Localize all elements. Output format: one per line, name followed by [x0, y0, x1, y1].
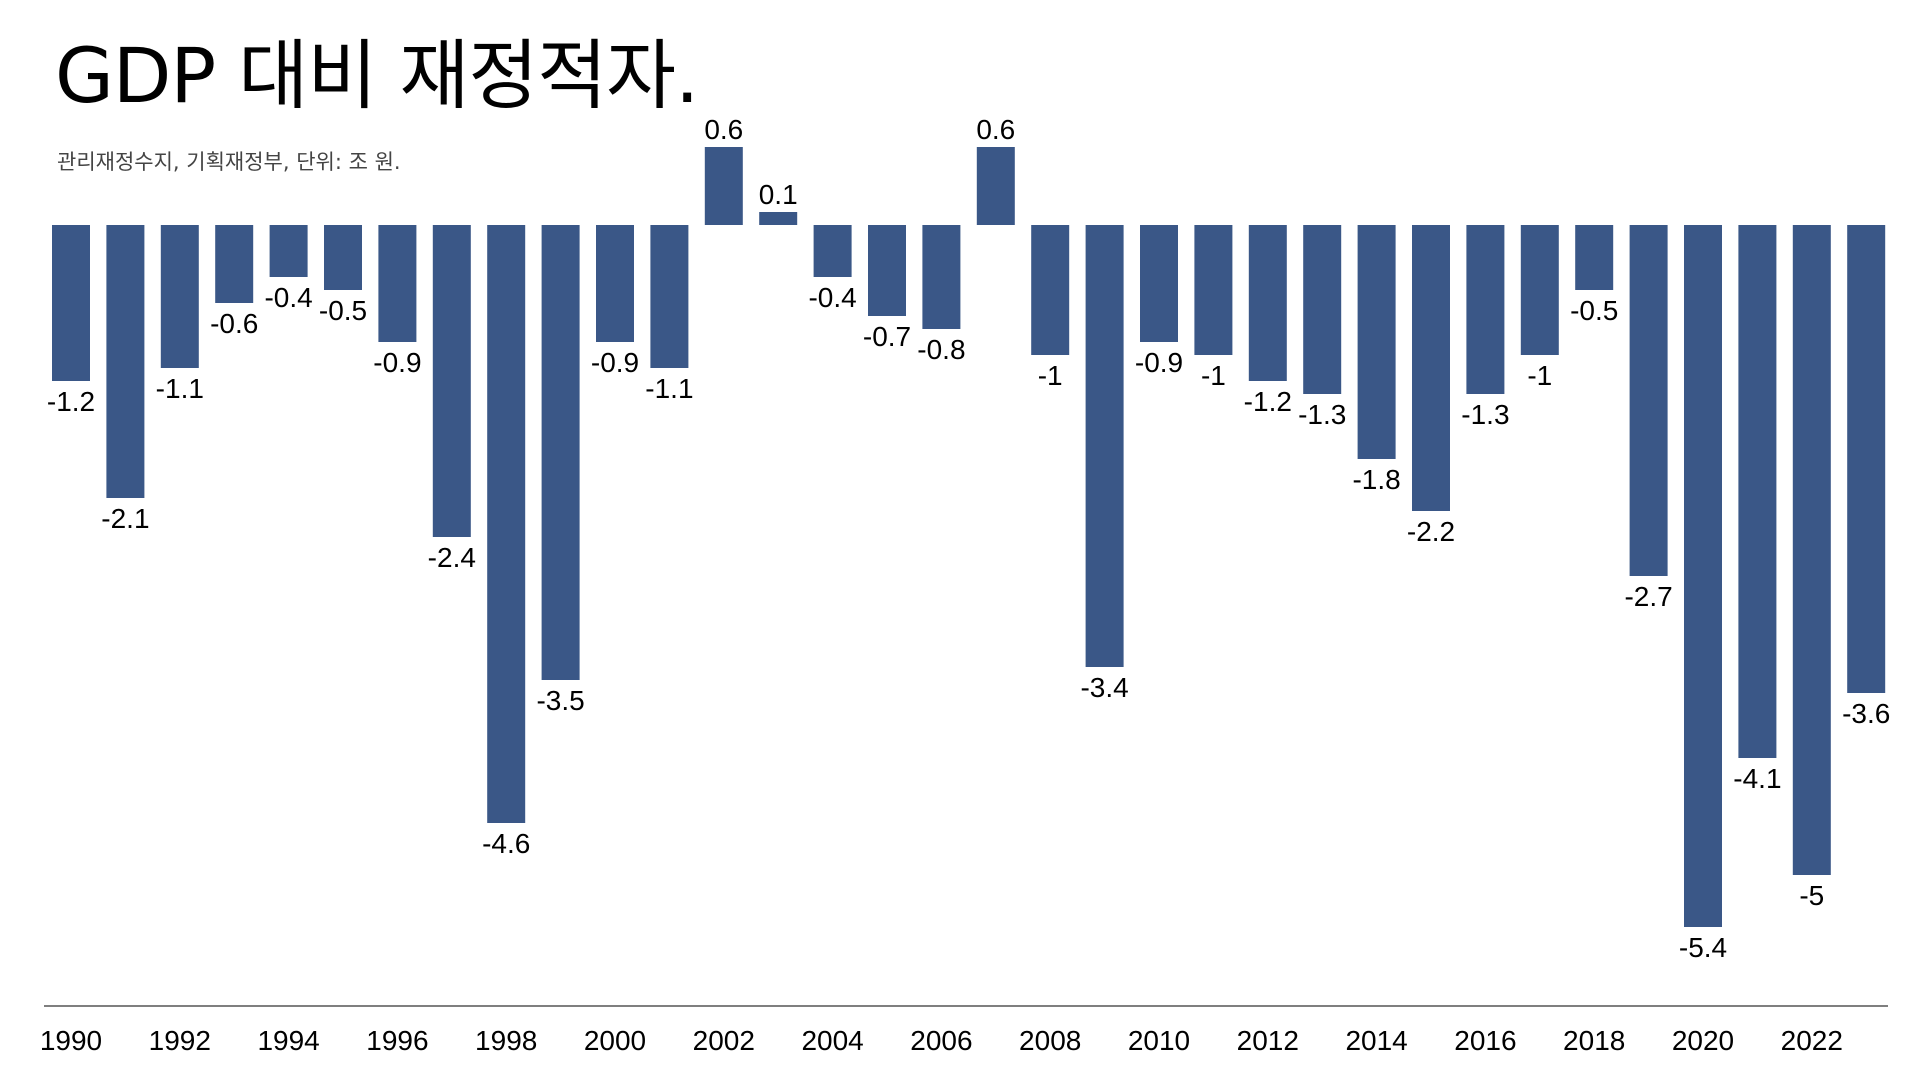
bar-1996 [378, 225, 417, 342]
bar-1998 [487, 225, 526, 823]
bar-2020 [1684, 225, 1722, 927]
value-label-1995: -0.5 [319, 295, 367, 326]
value-label-2014: -1.8 [1352, 464, 1400, 495]
value-label-1992: -1.1 [156, 373, 204, 404]
x-tick-1996: 1996 [366, 1025, 428, 1056]
value-label-2012: -1.2 [1244, 386, 1292, 417]
value-labels-layer: -1.2-2.1-1.1-0.6-0.4 -0.5-0.9-2.4-4.6-3.5… [47, 114, 1890, 963]
x-tick-2008: 2008 [1019, 1025, 1081, 1056]
bar-2003 [759, 212, 798, 225]
x-tick-2000: 2000 [584, 1025, 646, 1056]
bar-2022 [1792, 225, 1831, 875]
value-label-2006: -0.8 [917, 334, 965, 365]
value-label-1997: -2.4 [428, 542, 476, 573]
value-label-2022: -5 [1799, 880, 1824, 911]
bar-2007 [976, 147, 1015, 225]
x-tick-1992: 1992 [149, 1025, 211, 1056]
value-label-1991: -2.1 [101, 503, 149, 534]
x-tick-2006: 2006 [910, 1025, 972, 1056]
chart-title: GDP 대비 재정적자. [55, 31, 699, 120]
value-label-1996: -0.9 [373, 347, 421, 378]
value-label-2008: -1 [1038, 360, 1063, 391]
x-tick-2020: 2020 [1672, 1025, 1734, 1056]
bar-2017 [1520, 225, 1559, 355]
value-label-1990: -1.2 [47, 386, 95, 417]
value-label-2004: -0.4 [808, 282, 856, 313]
bar-2008 [1031, 225, 1070, 355]
bar-2004 [813, 225, 852, 277]
value-label-2005: -0.7 [863, 321, 911, 352]
bar-1991 [106, 225, 145, 498]
bar-2018 [1575, 225, 1614, 290]
value-label-1998: -4.6 [482, 828, 530, 859]
bar-2000 [596, 225, 634, 342]
bar-2010 [1140, 225, 1178, 342]
bar-1995 [324, 225, 362, 290]
value-label-2021: -4.1 [1733, 763, 1781, 794]
x-tick-2012: 2012 [1237, 1025, 1299, 1056]
x-tick-1998: 1998 [475, 1025, 537, 1056]
bar-1992 [160, 225, 199, 368]
value-label-2007: 0.6 [976, 114, 1015, 145]
bar-2011 [1194, 225, 1233, 355]
bar-2019 [1629, 225, 1668, 576]
bar-1994 [269, 225, 308, 277]
value-label-2020: -5.4 [1679, 932, 1727, 963]
x-tick-2002: 2002 [693, 1025, 755, 1056]
x-tick-1994: 1994 [257, 1025, 319, 1056]
value-label-1999: -3.5 [536, 685, 584, 716]
x-tick-2004: 2004 [801, 1025, 863, 1056]
value-label-2023: -3.6 [1842, 698, 1890, 729]
x-tick-1990: 1990 [40, 1025, 102, 1056]
value-label-2003: 0.1 [759, 179, 798, 210]
value-label-2011: -1 [1201, 360, 1226, 391]
value-label-2001: -1.1 [645, 373, 693, 404]
value-label-1994: -0.4 [264, 282, 312, 313]
bar-2002 [704, 147, 743, 225]
bars-layer [52, 147, 1886, 927]
bar-1993 [215, 225, 254, 303]
value-label-2013: -1.3 [1298, 399, 1346, 430]
value-label-2000: -0.9 [591, 347, 639, 378]
value-label-1993: -0.6 [210, 308, 258, 339]
bar-2012 [1248, 225, 1287, 381]
value-label-2015: -2.2 [1407, 516, 1455, 547]
bar-1997 [432, 225, 471, 537]
chart-subtitle: 관리재정수지, 기획재정부, 단위: 조 원. [57, 150, 401, 174]
value-label-2017: -1 [1527, 360, 1552, 391]
x-tick-2014: 2014 [1345, 1025, 1407, 1056]
bar-2021 [1738, 225, 1777, 758]
x-tick-2010: 2010 [1128, 1025, 1190, 1056]
value-label-2002: 0.6 [704, 114, 743, 145]
bar-1990 [52, 225, 90, 381]
x-tick-labels-layer: 1990 1992 1994 1996 1998 2000 2002 2004 2006 2008… [40, 1025, 1843, 1056]
bar-2023 [1847, 225, 1886, 693]
bar-2009 [1085, 225, 1124, 667]
value-label-2010: -0.9 [1135, 347, 1183, 378]
bar-2001 [650, 225, 689, 368]
bar-2015 [1412, 225, 1450, 511]
value-label-2018: -0.5 [1570, 295, 1618, 326]
value-label-2016: -1.3 [1461, 399, 1509, 430]
x-tick-2022: 2022 [1781, 1025, 1843, 1056]
x-tick-2018: 2018 [1563, 1025, 1625, 1056]
bar-2014 [1357, 225, 1396, 459]
bar-2013 [1303, 225, 1342, 394]
x-tick-2016: 2016 [1454, 1025, 1516, 1056]
value-label-2009: -3.4 [1080, 672, 1128, 703]
value-label-2019: -2.7 [1624, 581, 1672, 612]
bar-2016 [1466, 225, 1505, 394]
bar-1999 [541, 225, 580, 680]
bar-2005 [868, 225, 906, 316]
bar-2006 [922, 225, 961, 329]
